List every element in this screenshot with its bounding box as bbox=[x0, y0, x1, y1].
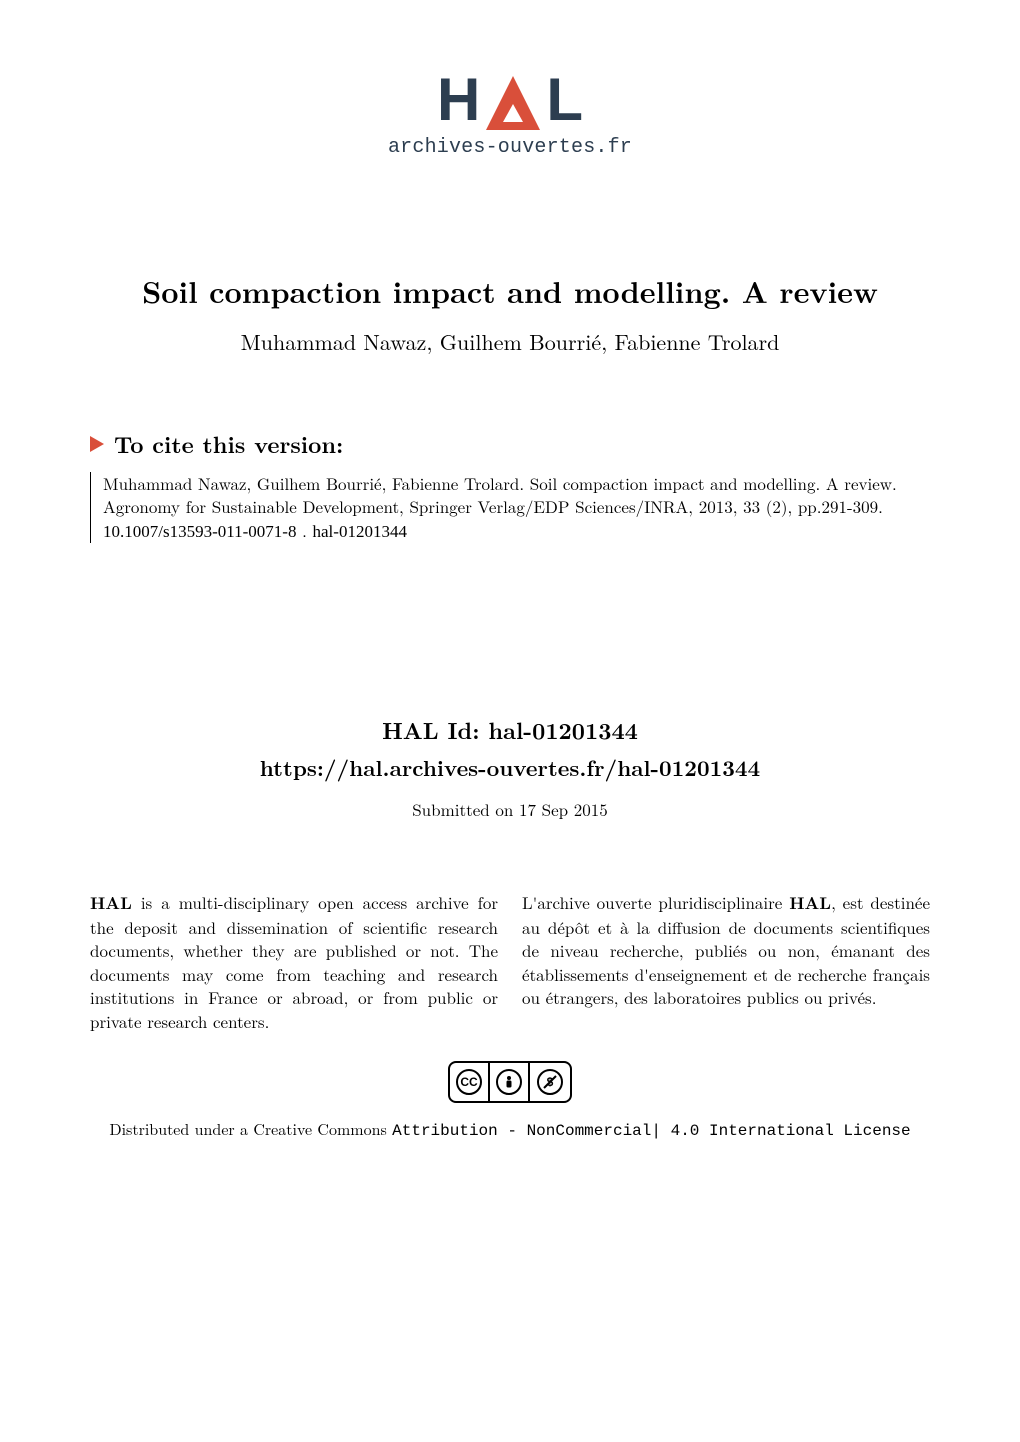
description-columns: HAL is a multi-disciplinary open access … bbox=[90, 891, 930, 1033]
cite-heading-row: To cite this version: bbox=[90, 427, 930, 460]
license-line: Distributed under a Creative Commons Att… bbox=[90, 1117, 930, 1140]
description-en-text: is a multi-disciplinary open access arch… bbox=[90, 890, 498, 1032]
hal-logo-subtitle: archives-ouvertes.fr bbox=[388, 136, 632, 159]
hal-logo-block: H L archives-ouvertes.fr bbox=[90, 70, 930, 159]
nc-circle-icon: $ bbox=[537, 1069, 563, 1095]
description-en: HAL is a multi-disciplinary open access … bbox=[90, 891, 498, 1033]
submitted-date: Submitted on 17 Sep 2015 bbox=[90, 797, 930, 821]
hal-url[interactable]: https://hal.archives-ouvertes.fr/hal-012… bbox=[90, 752, 930, 783]
cc-badge: CC $ bbox=[448, 1061, 572, 1103]
license-prefix: Distributed under a Creative Commons bbox=[109, 1117, 392, 1140]
cc-icon: CC bbox=[450, 1063, 490, 1101]
paper-title: Soil compaction impact and modelling. A … bbox=[90, 269, 930, 312]
citation-doi: 10.1007/s13593-011-0071-8 bbox=[103, 522, 296, 541]
citation-text: Muhammad Nawaz, Guilhem Bourrié, Fabienn… bbox=[103, 471, 897, 518]
cite-heading: To cite this version: bbox=[114, 427, 343, 460]
citation-hal-id: hal-01201344 bbox=[313, 522, 407, 541]
by-icon bbox=[490, 1063, 530, 1101]
hal-bold-en: HAL bbox=[90, 891, 132, 915]
cc-circle-icon: CC bbox=[456, 1069, 482, 1095]
citation-sep: . bbox=[302, 518, 312, 542]
description-fr: L'archive ouverte pluridisciplinaire HAL… bbox=[522, 891, 930, 1033]
hal-logo-letter-l: L bbox=[546, 70, 583, 130]
nc-icon: $ bbox=[530, 1063, 570, 1101]
by-circle-icon bbox=[496, 1069, 522, 1095]
hal-id-label: HAL Id: bbox=[382, 713, 479, 746]
hal-bold-fr: HAL bbox=[789, 891, 831, 915]
hal-id-line: HAL Id: hal-01201344 bbox=[90, 713, 930, 746]
hal-id-block: HAL Id: hal-01201344 https://hal.archive… bbox=[90, 713, 930, 783]
hal-id-value: hal-01201344 bbox=[488, 713, 638, 746]
hal-logo: H L bbox=[437, 70, 583, 130]
hal-logo-letter-h: H bbox=[437, 70, 480, 130]
description-fr-pre: L'archive ouverte pluridisciplinaire bbox=[522, 890, 789, 914]
license-link[interactable]: Attribution - NonCommercial| 4.0 Interna… bbox=[392, 1122, 910, 1140]
triangle-right-icon bbox=[90, 436, 104, 452]
citation-block: Muhammad Nawaz, Guilhem Bourrié, Fabienn… bbox=[90, 472, 930, 543]
cc-badge-row: CC $ bbox=[90, 1061, 930, 1103]
triangle-hole-icon bbox=[503, 104, 523, 122]
hal-logo-letter-a bbox=[486, 76, 540, 130]
paper-authors: Muhammad Nawaz, Guilhem Bourrié, Fabienn… bbox=[90, 326, 930, 357]
